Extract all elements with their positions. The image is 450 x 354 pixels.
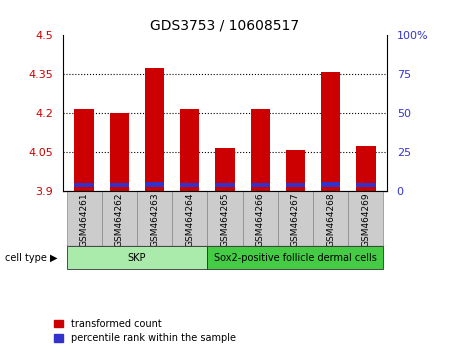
Bar bbox=[251, 183, 270, 187]
Bar bbox=[145, 68, 164, 191]
Bar bbox=[74, 109, 94, 191]
Bar bbox=[207, 191, 243, 246]
Bar bbox=[67, 246, 207, 269]
Text: GSM464263: GSM464263 bbox=[150, 193, 159, 247]
Bar bbox=[145, 182, 164, 187]
Bar bbox=[137, 191, 172, 246]
Bar bbox=[251, 109, 270, 191]
Bar bbox=[110, 113, 129, 191]
Bar bbox=[356, 183, 376, 187]
Text: GSM464262: GSM464262 bbox=[115, 193, 124, 247]
Bar bbox=[356, 146, 376, 191]
Text: cell type ▶: cell type ▶ bbox=[4, 252, 57, 263]
Bar bbox=[180, 109, 199, 191]
Bar bbox=[243, 191, 278, 246]
Text: GSM464268: GSM464268 bbox=[326, 193, 335, 247]
Bar bbox=[172, 191, 207, 246]
Bar bbox=[67, 191, 102, 246]
Bar bbox=[207, 246, 383, 269]
Text: Sox2-positive follicle dermal cells: Sox2-positive follicle dermal cells bbox=[214, 252, 377, 263]
Title: GDS3753 / 10608517: GDS3753 / 10608517 bbox=[150, 19, 300, 33]
Text: GSM464267: GSM464267 bbox=[291, 193, 300, 247]
Text: GSM464269: GSM464269 bbox=[361, 193, 370, 247]
Legend: transformed count, percentile rank within the sample: transformed count, percentile rank withi… bbox=[50, 315, 240, 347]
Bar bbox=[215, 148, 235, 191]
Text: GSM464261: GSM464261 bbox=[80, 193, 89, 247]
Bar bbox=[286, 150, 305, 191]
Bar bbox=[321, 182, 340, 187]
Bar bbox=[278, 191, 313, 246]
Text: GSM464265: GSM464265 bbox=[220, 193, 230, 247]
Bar bbox=[180, 183, 199, 187]
Bar bbox=[321, 72, 340, 191]
Bar bbox=[110, 183, 129, 187]
Text: GSM464264: GSM464264 bbox=[185, 193, 194, 247]
Text: GSM464266: GSM464266 bbox=[256, 193, 265, 247]
Text: SKP: SKP bbox=[128, 252, 146, 263]
Bar bbox=[74, 183, 94, 187]
Bar bbox=[313, 191, 348, 246]
Bar bbox=[348, 191, 383, 246]
Bar bbox=[215, 183, 235, 187]
Bar bbox=[102, 191, 137, 246]
Bar bbox=[286, 183, 305, 187]
